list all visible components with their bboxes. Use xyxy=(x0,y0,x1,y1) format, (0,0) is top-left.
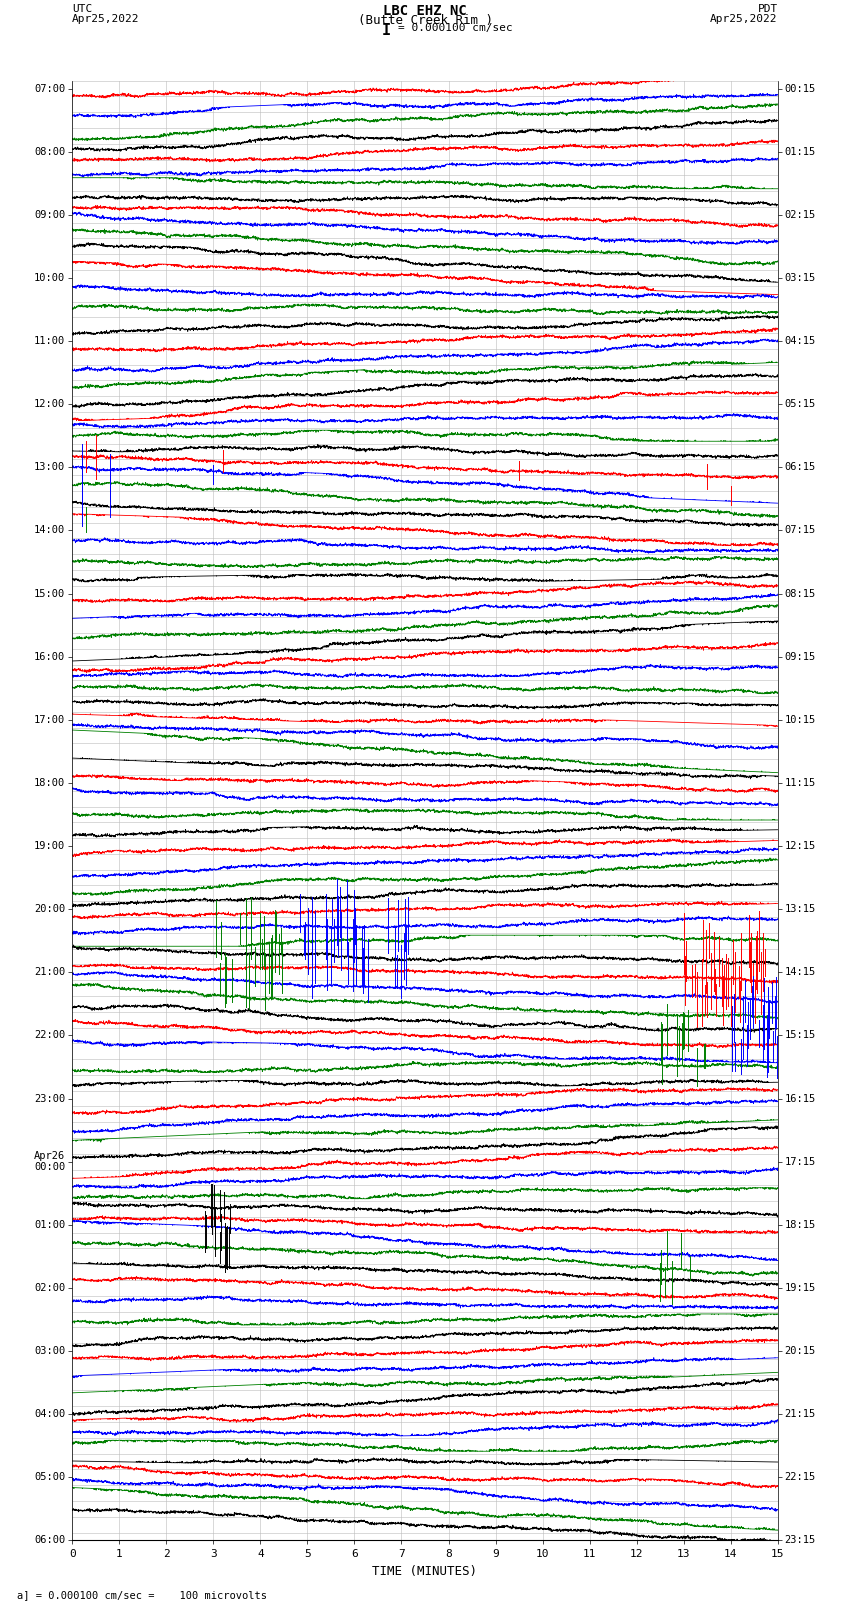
Text: I: I xyxy=(382,23,391,37)
Text: LBC EHZ NC: LBC EHZ NC xyxy=(383,5,467,18)
Text: UTC: UTC xyxy=(72,5,93,15)
Text: (Butte Creek Rim ): (Butte Creek Rim ) xyxy=(358,13,492,27)
X-axis label: TIME (MINUTES): TIME (MINUTES) xyxy=(372,1565,478,1578)
Text: Apr25,2022: Apr25,2022 xyxy=(72,13,139,24)
Text: = 0.000100 cm/sec: = 0.000100 cm/sec xyxy=(398,24,513,34)
Text: PDT: PDT xyxy=(757,5,778,15)
Text: Apr25,2022: Apr25,2022 xyxy=(711,13,778,24)
Text: a] = 0.000100 cm/sec =    100 microvolts: a] = 0.000100 cm/sec = 100 microvolts xyxy=(17,1590,267,1600)
